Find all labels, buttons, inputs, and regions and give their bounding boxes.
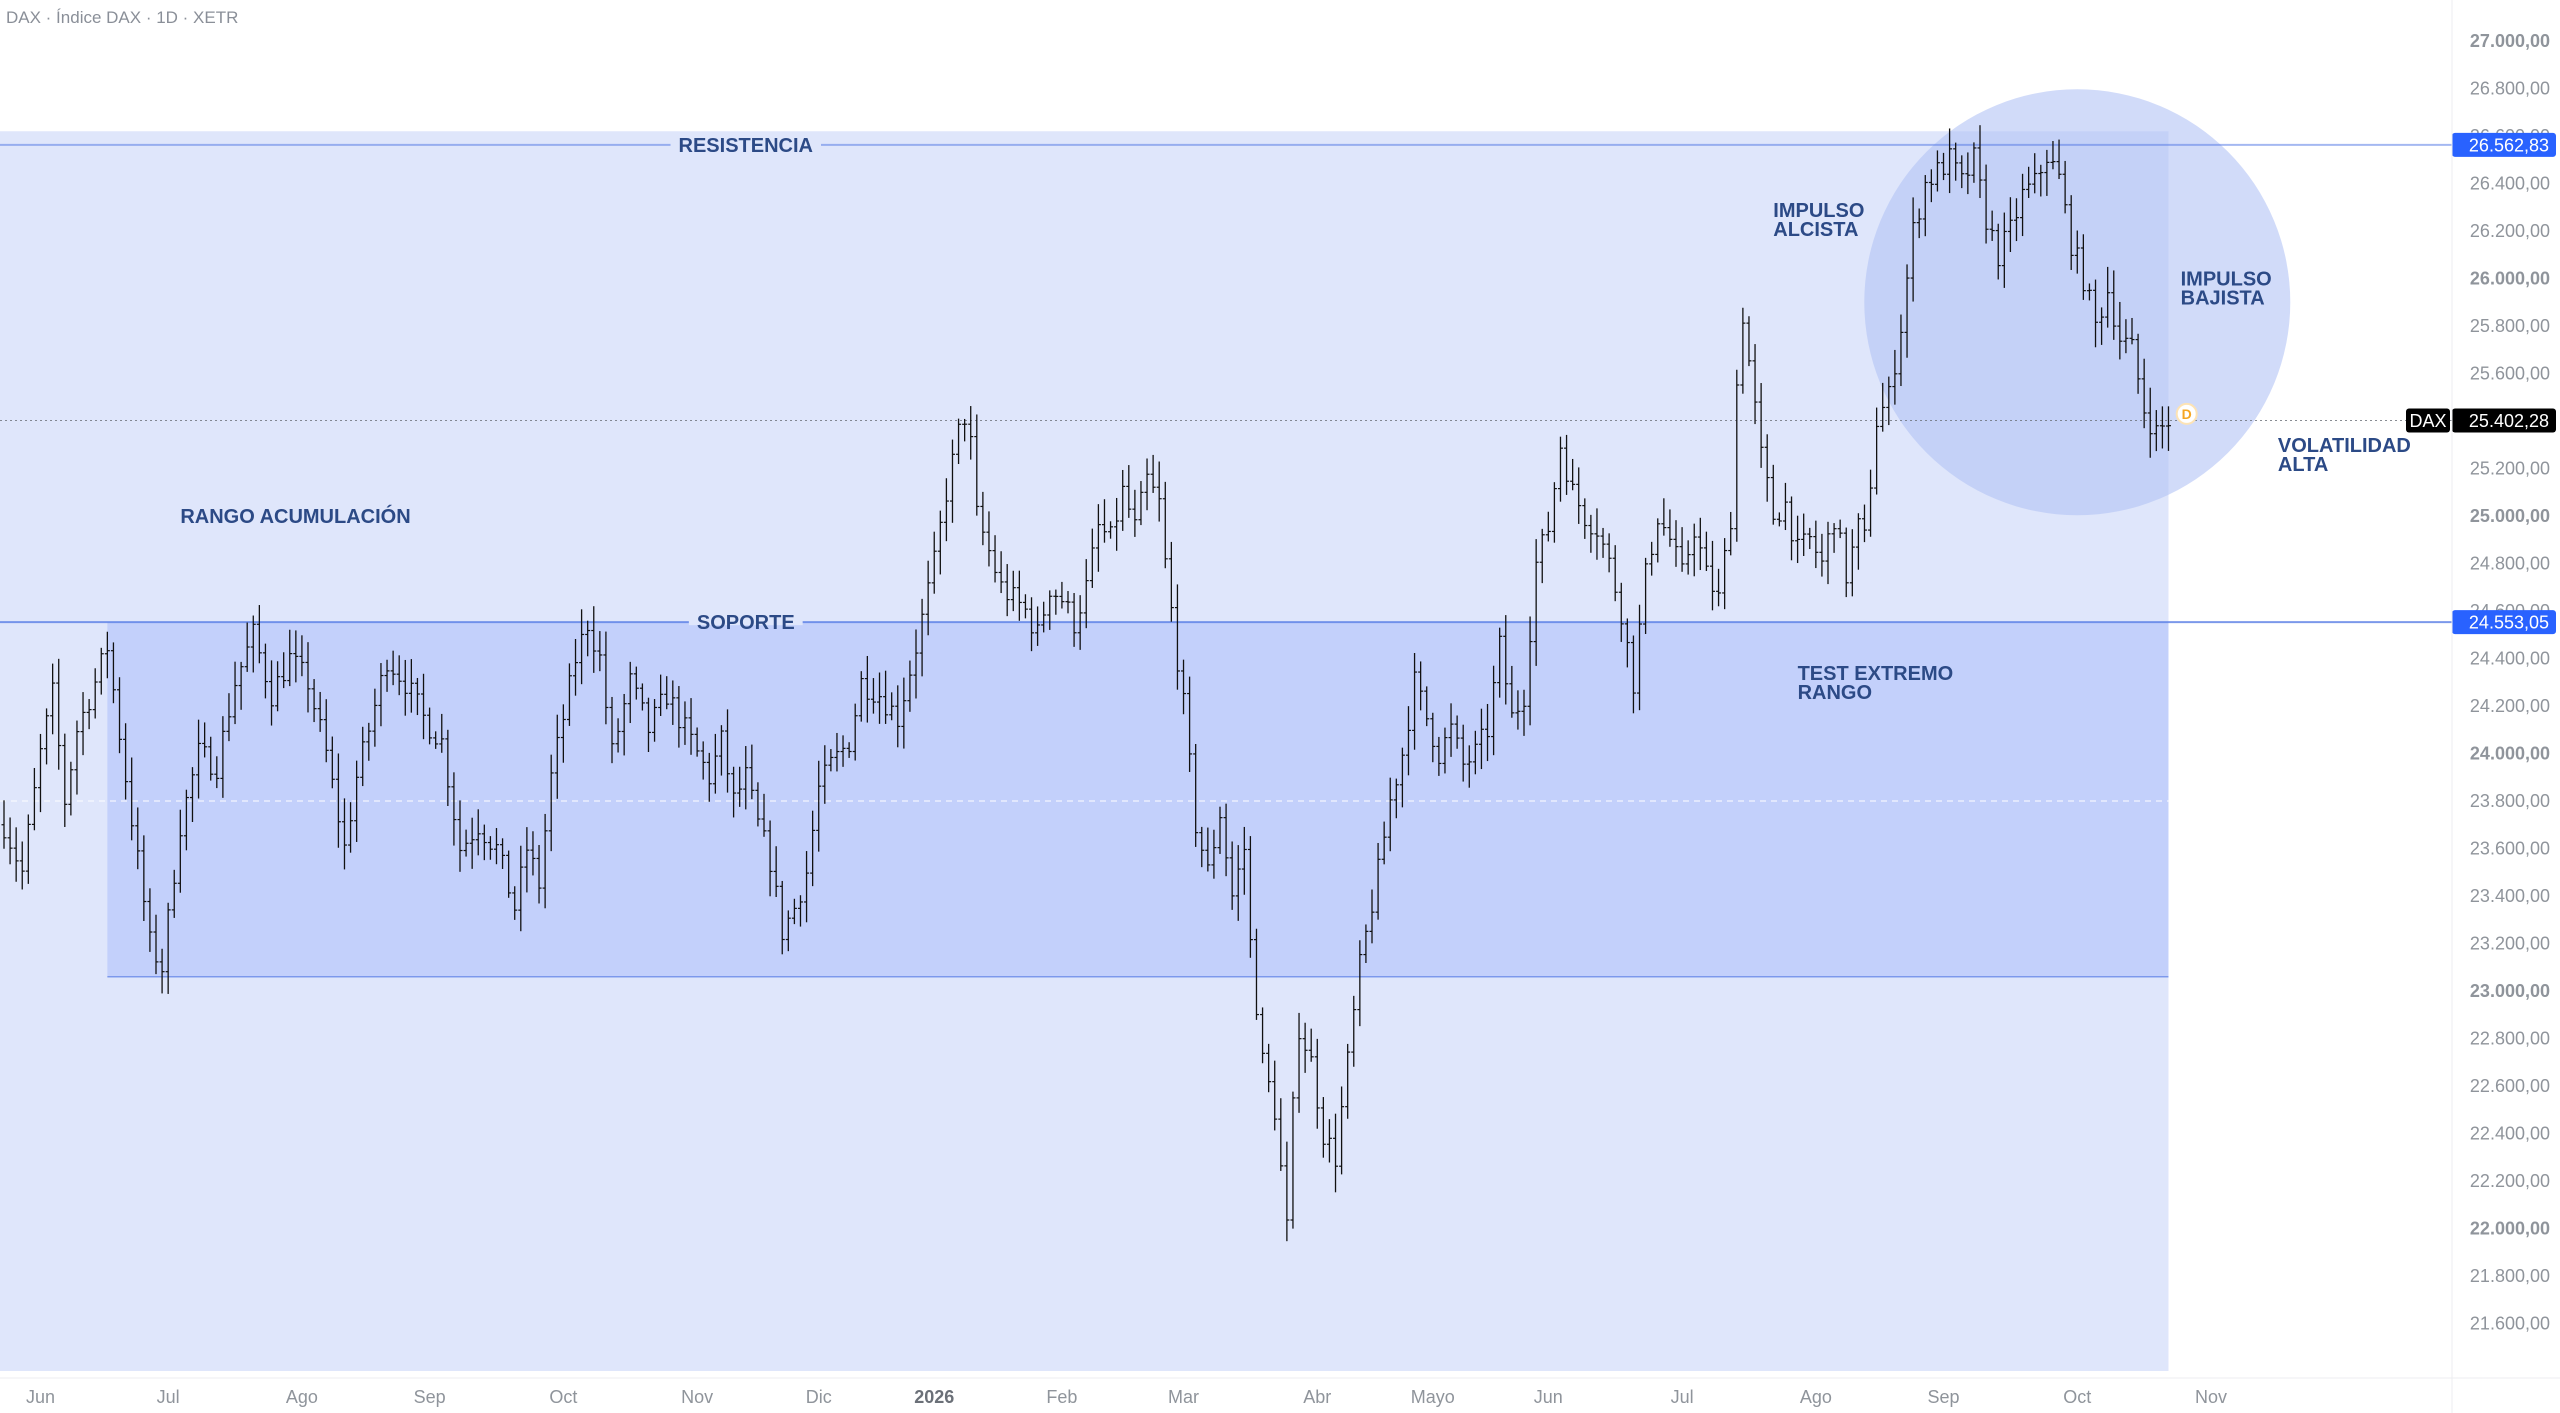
x-tick-label: Mayo <box>1411 1387 1455 1407</box>
support-label: SOPORTE <box>697 612 795 634</box>
y-tick-label: 22.800,00 <box>2470 1029 2550 1049</box>
annotation-line: IMPULSO <box>1773 200 1864 222</box>
dividend-marker-label: D <box>2182 406 2192 422</box>
y-tick-label: 27.000,00 <box>2470 31 2550 51</box>
x-tick-label: Sep <box>1928 1387 1960 1407</box>
annotation-line: VOLATILIDAD <box>2278 435 2411 457</box>
x-tick-label: Jul <box>1671 1387 1694 1407</box>
annotation-4: TEST EXTREMO RANGO <box>1798 663 1954 704</box>
y-tick-label: 23.800,00 <box>2470 791 2550 811</box>
y-tick-label: 25.200,00 <box>2470 459 2550 479</box>
annotation-line: ALCISTA <box>1773 219 1858 241</box>
y-tick-label: 21.800,00 <box>2470 1266 2550 1286</box>
y-tick-label: 23.600,00 <box>2470 839 2550 859</box>
y-tick-label: 24.800,00 <box>2470 554 2550 574</box>
x-tick-label: Jul <box>157 1387 180 1407</box>
x-tick-label: Nov <box>681 1387 713 1407</box>
y-tick-label: 26.400,00 <box>2470 174 2550 194</box>
y-tick-label: 24.200,00 <box>2470 696 2550 716</box>
annotation-line: ALTA <box>2278 454 2328 476</box>
resistance-price-badge <box>2452 132 2556 157</box>
y-tick-label: 22.200,00 <box>2470 1171 2550 1191</box>
resistance-label-gap <box>670 141 821 148</box>
x-tick-label: Abr <box>1303 1387 1331 1407</box>
x-tick-label: 2026 <box>914 1387 954 1407</box>
annotation-1: IMPULSO ALCISTA <box>1773 200 1864 241</box>
y-tick-label: 23.000,00 <box>2470 981 2550 1001</box>
y-tick-label: 22.600,00 <box>2470 1076 2550 1096</box>
y-tick-label: 24.400,00 <box>2470 649 2550 669</box>
support-price-badge <box>2452 610 2556 635</box>
chart-header: DAX · Índice DAX · 1D · XETR <box>6 8 239 27</box>
annotation-line: BAJISTA <box>2181 288 2265 310</box>
resistance-price-badge-text: 26.562,83 <box>2469 135 2549 155</box>
y-tick-label: 26.800,00 <box>2470 79 2550 99</box>
support-label-gap <box>688 619 803 626</box>
accumulation-range-box <box>107 622 2169 977</box>
last-price-badge-text: 25.402,28 <box>2469 411 2549 431</box>
y-tick-label: 25.000,00 <box>2470 506 2550 526</box>
annotation-2: IMPULSO BAJISTA <box>2181 269 2272 310</box>
x-tick-label: Dic <box>806 1387 832 1407</box>
x-tick-label: Nov <box>2195 1387 2227 1407</box>
y-tick-label: 22.000,00 <box>2470 1219 2550 1239</box>
annotation-line: RANGO ACUMULACIÓN <box>180 504 410 528</box>
y-tick-label: 25.800,00 <box>2470 316 2550 336</box>
x-tick-label: Oct <box>2063 1387 2091 1407</box>
x-tick-label: Oct <box>549 1387 577 1407</box>
x-tick-label: Ago <box>1800 1387 1832 1407</box>
dividend-marker <box>2175 402 2198 425</box>
price-bars <box>1 125 2171 1242</box>
annotation-line: TEST EXTREMO <box>1798 663 1954 685</box>
x-tick-label: Mar <box>1168 1387 1199 1407</box>
y-tick-label: 21.600,00 <box>2470 1314 2550 1334</box>
y-tick-label: 25.600,00 <box>2470 364 2550 384</box>
price-axis <box>2452 0 2560 1413</box>
symbol-badge-text: DAX <box>2409 411 2446 431</box>
y-tick-label: 23.200,00 <box>2470 934 2550 954</box>
annotation-line: IMPULSO <box>2181 269 2272 291</box>
x-tick-label: Jun <box>1534 1387 1563 1407</box>
y-tick-label: 23.400,00 <box>2470 886 2550 906</box>
x-tick-label: Sep <box>414 1387 446 1407</box>
last-price-badge <box>2452 408 2556 433</box>
y-tick-label: 22.400,00 <box>2470 1124 2550 1144</box>
resistance-label: RESISTENCIA <box>679 135 813 157</box>
y-tick-label: 26.200,00 <box>2470 221 2550 241</box>
y-tick-label: 26.000,00 <box>2470 269 2550 289</box>
x-tick-label: Feb <box>1046 1387 1077 1407</box>
x-tick-label: Ago <box>286 1387 318 1407</box>
x-tick-label: Jun <box>26 1387 55 1407</box>
annotation-line: RANGO <box>1798 682 1872 704</box>
y-tick-label: 24.000,00 <box>2470 744 2550 764</box>
support-price-badge-text: 24.553,05 <box>2469 613 2549 633</box>
annotation-3: VOLATILIDAD ALTA <box>2278 435 2411 476</box>
symbol-badge <box>2406 408 2450 433</box>
annotation-0: RANGO ACUMULACIÓN <box>180 504 410 528</box>
